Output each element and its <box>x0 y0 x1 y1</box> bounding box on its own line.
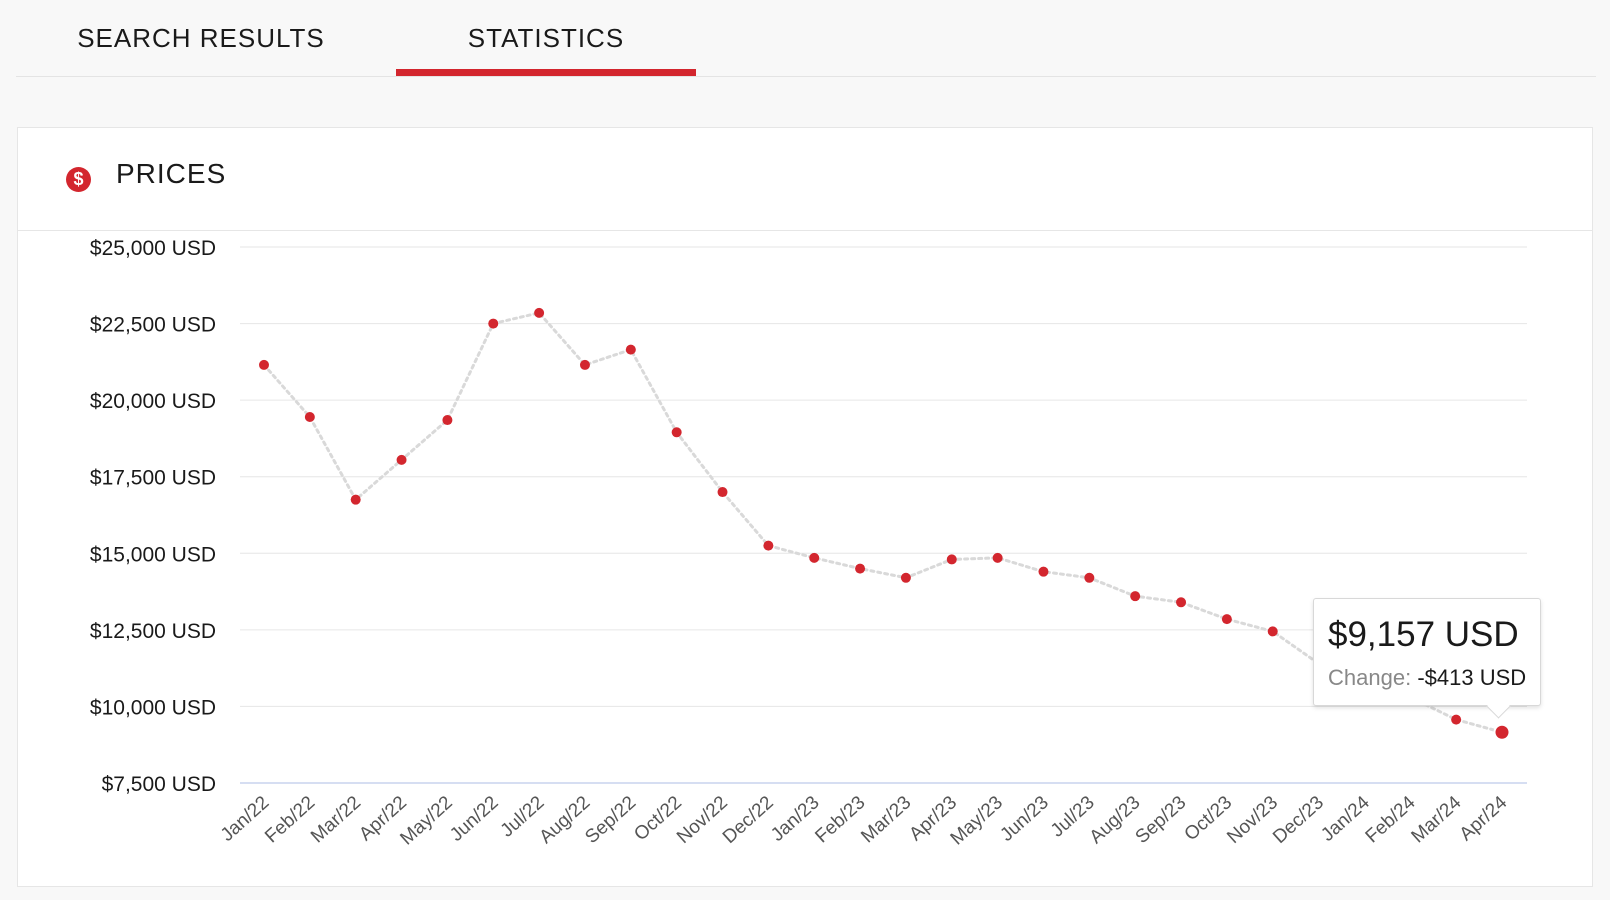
price-series-line <box>262 311 1504 734</box>
x-tick-label: Sep/23 <box>1132 792 1191 848</box>
data-point <box>809 552 820 563</box>
data-point <box>1084 572 1095 583</box>
x-tick-label: Jun/22 <box>446 792 502 846</box>
card-title: PRICES <box>116 158 227 189</box>
data-point <box>396 454 407 465</box>
y-tick-label: $10,000 USD <box>90 696 216 719</box>
x-tick-label: Apr/24 <box>1456 792 1512 845</box>
data-point <box>534 307 545 318</box>
y-tick-label: $25,000 USD <box>90 237 216 260</box>
tooltip-change-label: Change: <box>1328 665 1412 690</box>
x-tick-label: Feb/24 <box>1362 792 1420 847</box>
x-tick-label: May/22 <box>396 792 456 849</box>
highlighted-data-point <box>1493 723 1511 741</box>
x-tick-label: Nov/22 <box>673 792 732 848</box>
data-point <box>442 415 453 426</box>
y-tick-label: $20,000 USD <box>90 390 216 413</box>
x-tick-label: Jan/23 <box>767 792 823 846</box>
x-tick-label: Sep/22 <box>581 792 640 848</box>
data-point <box>488 318 499 329</box>
x-tick-label: Nov/23 <box>1223 792 1282 848</box>
x-tick-label: Aug/22 <box>535 792 594 848</box>
x-tick-label: Mar/24 <box>1407 792 1465 847</box>
chart-tooltip: $9,157 USD Change: -$413 USD <box>1313 598 1541 706</box>
x-tick-label: Aug/23 <box>1086 792 1145 848</box>
data-point <box>579 359 590 370</box>
x-tick-label: Mar/23 <box>857 792 915 847</box>
data-point <box>1038 566 1049 577</box>
y-tick-label: $12,500 USD <box>90 620 216 643</box>
data-point <box>1267 626 1278 637</box>
data-point <box>671 427 682 438</box>
data-point <box>625 344 636 355</box>
x-tick-label: Dec/23 <box>1269 792 1328 848</box>
data-point <box>717 487 728 498</box>
data-point <box>900 572 911 583</box>
x-tick-label: Jun/23 <box>996 792 1052 846</box>
data-point <box>1451 714 1462 725</box>
x-tick-label: Feb/22 <box>261 792 319 847</box>
data-point <box>1221 614 1232 625</box>
y-tick-label: $7,500 USD <box>102 773 216 796</box>
x-tick-label: Feb/23 <box>811 792 869 847</box>
tab-bar: SEARCH RESULTS STATISTICS <box>16 0 1596 77</box>
active-tab-indicator <box>396 69 696 76</box>
x-tick-label: Mar/22 <box>307 792 365 847</box>
dollar-circle-icon: $ <box>66 167 91 192</box>
card-header: $ PRICES <box>18 128 1592 231</box>
data-point <box>992 552 1003 563</box>
data-point <box>946 554 957 565</box>
y-tick-label: $15,000 USD <box>90 543 216 566</box>
data-point <box>1176 597 1187 608</box>
x-tick-label: Jan/22 <box>217 792 273 846</box>
tooltip-price-value: $9,157 USD <box>1328 615 1519 654</box>
x-tick-label: Jan/24 <box>1317 792 1374 846</box>
prices-card: $ PRICES <box>17 127 1593 887</box>
data-point <box>1130 591 1141 602</box>
tooltip-change-value: -$413 USD <box>1417 665 1527 690</box>
y-tick-label: $22,500 USD <box>90 314 216 337</box>
tooltip-change: Change: -$413 USD <box>1328 665 1526 691</box>
tab-statistics[interactable]: STATISTICS <box>467 22 625 53</box>
x-tick-label: May/23 <box>947 792 1007 849</box>
data-point <box>855 563 866 574</box>
tab-search-results[interactable]: SEARCH RESULTS <box>77 22 325 53</box>
data-point <box>350 494 361 505</box>
data-point <box>259 359 269 370</box>
x-tick-label: Dec/22 <box>719 792 778 848</box>
y-tick-label: $17,500 USD <box>90 467 216 490</box>
data-point <box>763 540 774 551</box>
data-point <box>304 411 315 422</box>
